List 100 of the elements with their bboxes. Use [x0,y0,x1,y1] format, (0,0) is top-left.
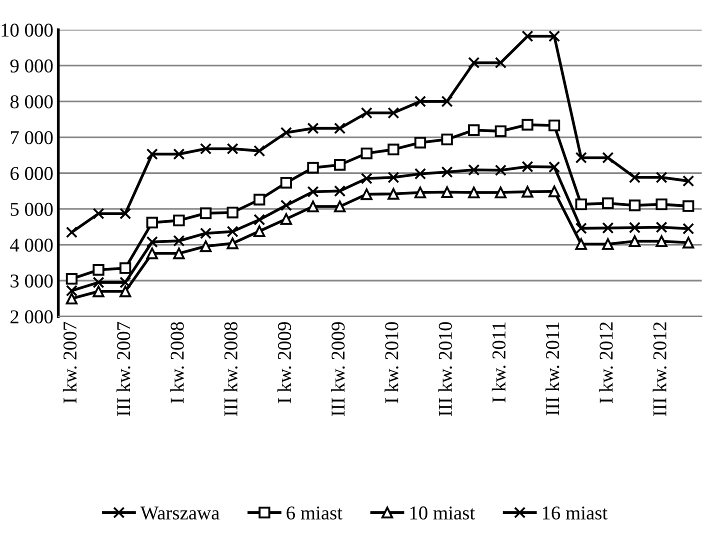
point [388,188,400,200]
point [388,144,400,156]
point [575,238,587,250]
point [602,197,614,210]
point [334,159,346,171]
point [388,172,400,184]
point [146,216,158,228]
point [307,162,319,174]
legend-label: 6 miast [286,506,342,520]
point [575,222,587,234]
y-tick-label: 8 000 [10,95,53,108]
point [441,134,453,146]
point [307,122,319,134]
point [682,236,694,248]
x-tick-label: III kw. 2010 [438,322,452,416]
point [628,235,641,248]
point [119,262,132,274]
point [146,236,158,248]
x-tick-label: III kw. 2008 [224,322,238,416]
point [146,148,158,160]
legend-label: 16 miast [542,506,608,520]
point [441,96,453,108]
x-tick-label: I kw. 2010 [384,322,398,404]
y-tick-label: 9 000 [10,59,53,73]
y-tick-label: 6 000 [10,166,53,180]
point [360,148,372,160]
x-tick-label: III kw. 2012 [652,322,666,416]
point [414,136,426,148]
point [66,292,78,304]
point [226,238,238,250]
point [441,186,453,198]
point [522,118,534,131]
point [656,221,668,234]
x-tick-label: I kw. 2008 [170,322,184,404]
point [494,56,507,69]
y-tick-label: 3 000 [10,274,53,288]
point [468,124,480,136]
point [92,208,104,220]
point [226,206,238,218]
point [66,273,78,285]
y-tick-label: 2 000 [10,310,53,324]
point [200,207,212,220]
point [548,120,560,132]
y-tick-label: 5 000 [10,202,53,216]
point [468,164,480,176]
point [522,160,534,173]
point [280,126,292,138]
point [200,142,212,155]
point [226,226,238,238]
point [468,56,480,69]
point [548,30,560,42]
point [602,238,614,250]
x-tick-label: III kw. 2009 [330,322,345,416]
point [119,208,132,220]
x-tick-label: III kw. 2011 [545,322,560,416]
point [628,222,641,234]
point [334,185,346,197]
point [602,222,614,234]
point [200,227,212,240]
point [682,222,694,235]
point [494,164,507,176]
point [548,161,560,173]
point [628,200,641,212]
point [280,200,292,212]
point [226,142,238,155]
x-tick-label: III kw. 2007 [116,322,130,416]
point [575,152,587,164]
point [522,30,534,42]
y-tick-label: 7 000 [10,131,53,144]
point [628,172,641,184]
point [254,225,266,238]
point [575,198,587,210]
point [280,213,292,225]
point [173,235,185,247]
point [173,248,185,260]
point [522,186,534,198]
point [468,186,480,198]
point [360,188,372,200]
y-tick-label: 10 000 [2,24,53,37]
x-tick-label: I kw. 2009 [277,322,292,404]
point [360,107,372,119]
point [682,200,694,212]
point [414,96,426,108]
point [307,200,319,212]
y-tick-label: 4 000 [10,238,53,252]
legend-label: Warszawa [140,506,220,520]
point [173,214,185,226]
point [92,286,104,298]
point [682,175,694,187]
point [414,168,426,180]
point [254,145,266,157]
point [548,186,560,198]
point [92,276,104,288]
point [146,248,158,260]
point [334,122,346,134]
point [494,186,507,198]
point [656,235,668,248]
point [414,186,426,198]
point [656,172,668,184]
point [254,194,266,206]
